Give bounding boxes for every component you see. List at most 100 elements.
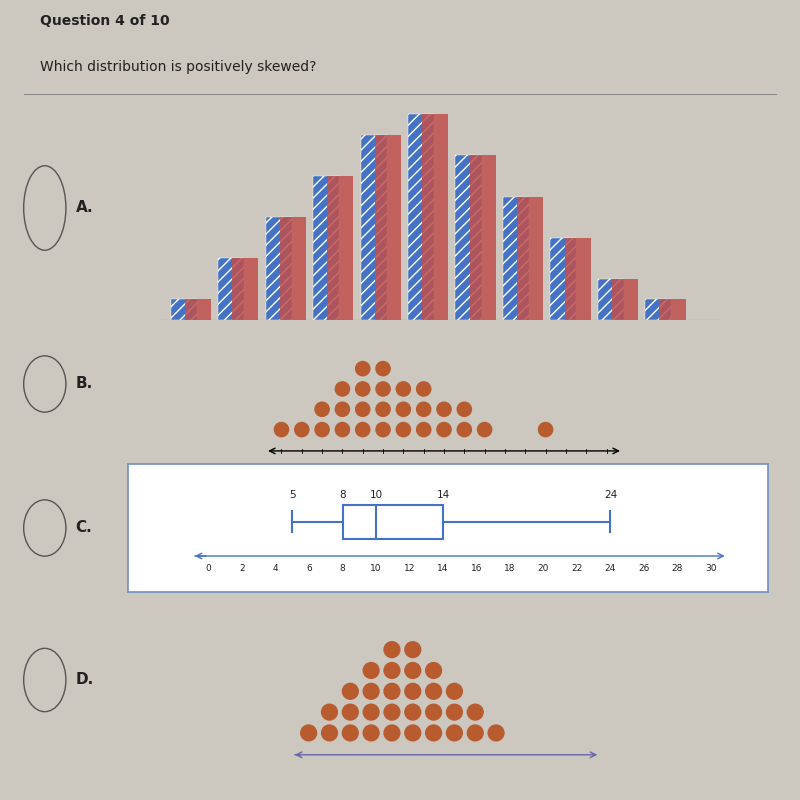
Text: A.: A. bbox=[75, 201, 93, 215]
Circle shape bbox=[356, 402, 370, 416]
Bar bbox=[470, 155, 496, 320]
Bar bbox=[408, 114, 434, 320]
Text: 18: 18 bbox=[504, 564, 516, 574]
Circle shape bbox=[426, 725, 442, 741]
Bar bbox=[612, 279, 638, 320]
Circle shape bbox=[417, 382, 430, 396]
Text: 4: 4 bbox=[273, 564, 278, 574]
Circle shape bbox=[446, 683, 462, 699]
Circle shape bbox=[376, 382, 390, 396]
Circle shape bbox=[363, 662, 379, 678]
Circle shape bbox=[446, 704, 462, 720]
Bar bbox=[170, 299, 197, 320]
Circle shape bbox=[417, 402, 430, 416]
Circle shape bbox=[405, 725, 421, 741]
Text: 10: 10 bbox=[370, 564, 382, 574]
Bar bbox=[565, 238, 590, 320]
Circle shape bbox=[342, 704, 358, 720]
Text: 10: 10 bbox=[370, 490, 382, 500]
Circle shape bbox=[363, 704, 379, 720]
Circle shape bbox=[426, 662, 442, 678]
FancyBboxPatch shape bbox=[342, 505, 443, 539]
Text: 28: 28 bbox=[672, 564, 683, 574]
Circle shape bbox=[384, 725, 400, 741]
Text: 0: 0 bbox=[206, 564, 212, 574]
Circle shape bbox=[458, 402, 471, 416]
Circle shape bbox=[301, 725, 317, 741]
Circle shape bbox=[322, 725, 338, 741]
Circle shape bbox=[356, 362, 370, 376]
Circle shape bbox=[396, 422, 410, 437]
Circle shape bbox=[342, 683, 358, 699]
Circle shape bbox=[384, 683, 400, 699]
Circle shape bbox=[396, 382, 410, 396]
Text: Question 4 of 10: Question 4 of 10 bbox=[40, 14, 170, 28]
Text: 24: 24 bbox=[604, 490, 617, 500]
Bar bbox=[598, 279, 624, 320]
Circle shape bbox=[426, 683, 442, 699]
Text: 20: 20 bbox=[538, 564, 549, 574]
Circle shape bbox=[356, 382, 370, 396]
Circle shape bbox=[376, 402, 390, 416]
Text: 8: 8 bbox=[340, 564, 346, 574]
Text: D.: D. bbox=[75, 673, 94, 687]
Circle shape bbox=[335, 402, 350, 416]
Circle shape bbox=[294, 422, 309, 437]
Text: 12: 12 bbox=[404, 564, 415, 574]
Text: C.: C. bbox=[75, 521, 92, 535]
Text: 6: 6 bbox=[306, 564, 312, 574]
Circle shape bbox=[405, 683, 421, 699]
Text: B.: B. bbox=[75, 377, 93, 391]
Bar bbox=[280, 217, 306, 320]
Bar bbox=[455, 155, 482, 320]
Bar bbox=[218, 258, 244, 320]
Bar bbox=[232, 258, 258, 320]
Text: 14: 14 bbox=[438, 564, 449, 574]
Circle shape bbox=[315, 422, 330, 437]
Circle shape bbox=[376, 362, 390, 376]
Text: 16: 16 bbox=[471, 564, 482, 574]
Circle shape bbox=[356, 422, 370, 437]
Circle shape bbox=[342, 725, 358, 741]
Circle shape bbox=[315, 402, 330, 416]
Bar bbox=[185, 299, 211, 320]
Text: 14: 14 bbox=[437, 490, 450, 500]
Text: 2: 2 bbox=[239, 564, 245, 574]
Circle shape bbox=[538, 422, 553, 437]
Circle shape bbox=[437, 422, 451, 437]
Text: 26: 26 bbox=[638, 564, 650, 574]
Text: Which distribution is positively skewed?: Which distribution is positively skewed? bbox=[40, 59, 316, 74]
Circle shape bbox=[426, 704, 442, 720]
Bar bbox=[646, 299, 671, 320]
Circle shape bbox=[384, 704, 400, 720]
Circle shape bbox=[363, 683, 379, 699]
Circle shape bbox=[446, 725, 462, 741]
Text: 24: 24 bbox=[605, 564, 616, 574]
Bar bbox=[313, 176, 339, 320]
Circle shape bbox=[488, 725, 504, 741]
Bar bbox=[327, 176, 354, 320]
Circle shape bbox=[405, 662, 421, 678]
Bar bbox=[550, 238, 577, 320]
Circle shape bbox=[467, 725, 483, 741]
Bar bbox=[503, 197, 529, 320]
Circle shape bbox=[335, 382, 350, 396]
Bar bbox=[374, 135, 401, 320]
Circle shape bbox=[417, 422, 430, 437]
Circle shape bbox=[274, 422, 289, 437]
Circle shape bbox=[363, 725, 379, 741]
Text: 30: 30 bbox=[705, 564, 717, 574]
Bar bbox=[659, 299, 686, 320]
Circle shape bbox=[376, 422, 390, 437]
Bar bbox=[266, 217, 292, 320]
Circle shape bbox=[458, 422, 471, 437]
Circle shape bbox=[396, 402, 410, 416]
Text: 8: 8 bbox=[339, 490, 346, 500]
Circle shape bbox=[467, 704, 483, 720]
Circle shape bbox=[405, 642, 421, 658]
Circle shape bbox=[405, 704, 421, 720]
Circle shape bbox=[478, 422, 492, 437]
Text: 5: 5 bbox=[289, 490, 296, 500]
Circle shape bbox=[437, 402, 451, 416]
Circle shape bbox=[384, 642, 400, 658]
